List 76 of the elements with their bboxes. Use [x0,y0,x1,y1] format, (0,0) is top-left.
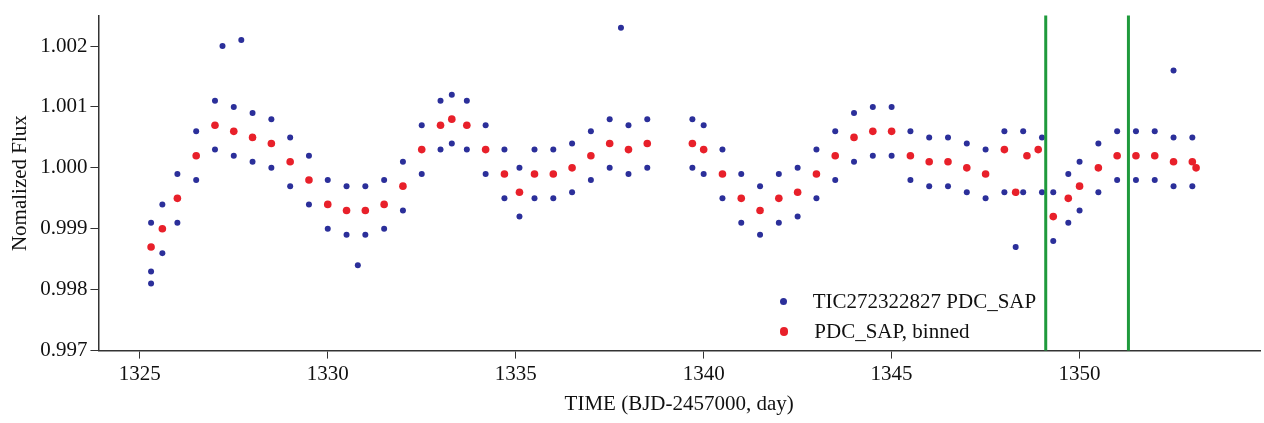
point [286,157,294,166]
y-axis-title: Nomalized Flux [7,114,32,252]
point [1169,157,1178,166]
point [1034,145,1043,154]
point [158,224,167,233]
point [869,127,877,136]
point [515,188,524,197]
point [944,157,952,166]
point [831,151,840,160]
point [399,182,407,190]
point [1113,151,1121,160]
point [267,139,276,148]
point [699,145,708,154]
y-tick-label: 0.999 [40,215,88,240]
point [688,139,697,148]
point [812,170,821,178]
point [1150,151,1159,160]
y-tick-label: 0.997 [40,337,88,362]
y-tick-label: 0.998 [40,276,88,301]
x-tick-label: 1325 [118,360,161,385]
point [1023,151,1031,160]
point [1000,145,1009,154]
point [173,194,182,203]
point [718,170,727,178]
point [605,139,614,148]
point [147,243,155,251]
point [380,200,388,209]
x-tick-label: 1345 [870,360,913,385]
point [448,115,456,123]
point [1132,151,1140,160]
point [500,170,509,178]
point [481,145,490,154]
y-tick-label: 1.000 [40,154,88,179]
point [568,164,576,172]
point [1192,164,1200,172]
point [1075,182,1084,190]
point [305,176,313,184]
point [1064,194,1073,203]
point [850,133,858,142]
point [417,145,426,154]
point [463,121,471,130]
point [530,170,539,178]
x-tick-label: 1330 [306,360,349,385]
point [549,170,558,178]
point [248,133,257,142]
point [323,200,332,209]
point [775,194,783,203]
point [1049,212,1058,221]
point [962,164,971,172]
point [643,139,652,148]
point [361,206,370,215]
y-tick-label: 1.001 [40,93,88,118]
legend-label: TIC272322827 PDC_SAP [812,289,1037,315]
point [342,206,351,215]
y-tick-label: 1.002 [40,32,88,57]
point [624,145,633,154]
point [793,188,802,197]
point [737,194,746,203]
point [981,170,990,178]
point [587,151,595,160]
point [192,151,200,160]
point [925,157,933,166]
x-axis-title: TIME (BJD-2457000, day) [564,390,794,415]
point [229,127,238,136]
point [1094,164,1103,172]
legend-label: PDC_SAP, binned [814,319,970,345]
point [1188,157,1197,166]
point [756,206,764,215]
x-tick-label: 1340 [682,360,725,385]
x-tick-label: 1335 [494,360,537,385]
point [211,121,219,130]
point [436,121,445,130]
x-tick-label: 1350 [1058,360,1101,385]
point [1011,188,1020,197]
point [906,151,915,160]
point [887,127,896,136]
